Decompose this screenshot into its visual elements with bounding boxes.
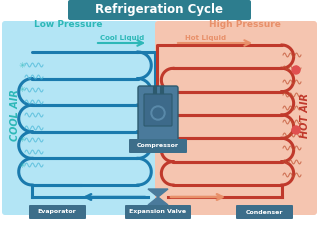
Circle shape <box>151 106 165 120</box>
Text: Cool Liquid: Cool Liquid <box>100 35 144 41</box>
FancyBboxPatch shape <box>138 86 178 142</box>
FancyBboxPatch shape <box>155 21 317 215</box>
Text: COOL AIR: COOL AIR <box>10 89 20 141</box>
Polygon shape <box>148 189 168 197</box>
Text: Refrigeration Cycle: Refrigeration Cycle <box>95 4 223 17</box>
Text: ✳: ✳ <box>19 136 26 144</box>
Polygon shape <box>148 197 168 205</box>
FancyBboxPatch shape <box>68 0 251 20</box>
Text: Low Pressure: Low Pressure <box>34 20 102 29</box>
FancyBboxPatch shape <box>125 205 191 219</box>
FancyBboxPatch shape <box>2 21 158 215</box>
FancyBboxPatch shape <box>236 205 293 219</box>
Text: High Pressure: High Pressure <box>209 20 281 29</box>
Text: Condenser: Condenser <box>245 210 283 215</box>
Circle shape <box>153 108 163 118</box>
Text: Hot Liquid: Hot Liquid <box>185 35 226 41</box>
Text: Expansion Valve: Expansion Valve <box>130 210 187 215</box>
FancyBboxPatch shape <box>129 139 187 153</box>
Text: ✳: ✳ <box>19 60 26 70</box>
Text: Compressor: Compressor <box>137 144 179 149</box>
Circle shape <box>292 66 300 74</box>
FancyBboxPatch shape <box>144 94 172 126</box>
Text: Evaporator: Evaporator <box>38 210 76 215</box>
Circle shape <box>292 126 300 134</box>
Text: ✳: ✳ <box>19 161 26 169</box>
Text: HOT AIR: HOT AIR <box>300 92 310 138</box>
FancyBboxPatch shape <box>29 205 86 219</box>
Text: ✳: ✳ <box>19 85 26 95</box>
